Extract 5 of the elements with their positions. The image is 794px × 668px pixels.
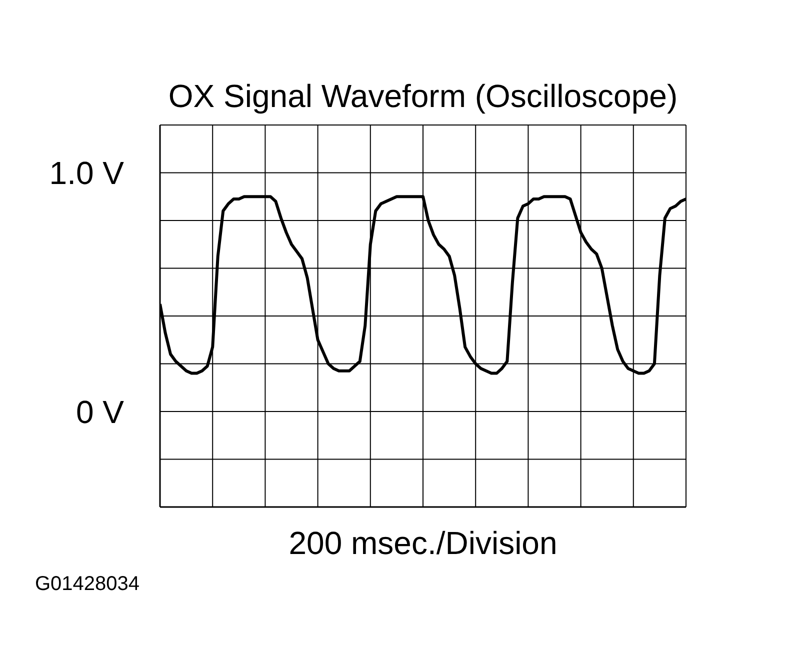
chart-title: OX Signal Waveform (Oscilloscope) bbox=[167, 78, 679, 115]
x-axis-title: 200 msec./Division bbox=[288, 525, 558, 561]
text: G01428034 bbox=[35, 573, 140, 596]
y-tick-label: 1.0 V bbox=[49, 155, 125, 192]
y-tick-label: 0 V bbox=[76, 394, 125, 430]
